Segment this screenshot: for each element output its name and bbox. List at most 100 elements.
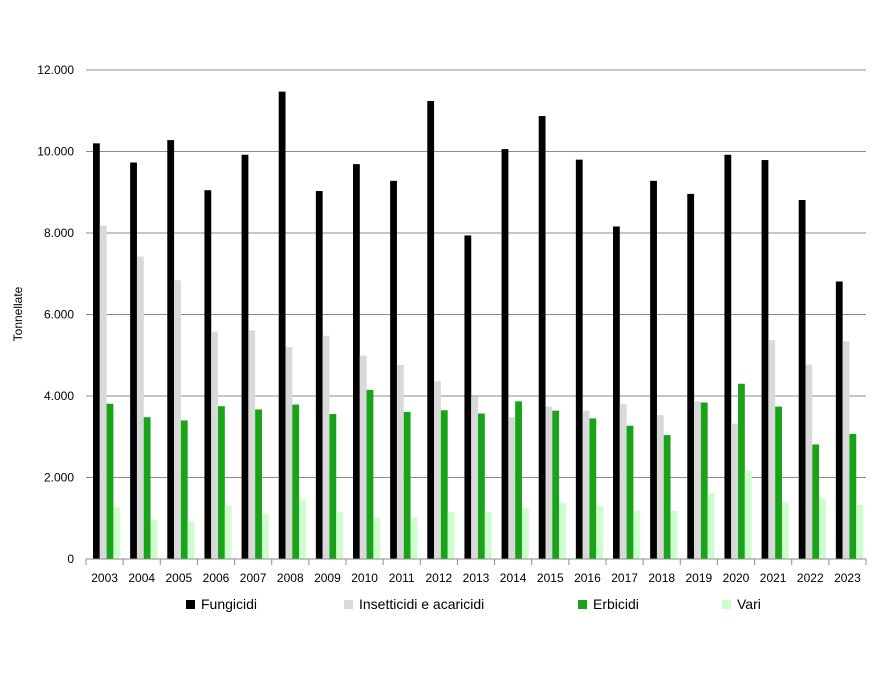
legend-swatch: [344, 599, 353, 609]
y-tick-label: 8.000: [44, 226, 74, 240]
y-tick-label: 2.000: [44, 471, 74, 485]
bar-insetticidi-e-acaricidi-2022: [805, 364, 813, 559]
bar-insetticidi-e-acaricidi-2016: [582, 410, 590, 559]
x-tick-label: 2022: [797, 571, 824, 585]
x-tick-label: 2003: [91, 571, 118, 585]
x-tick-label: 2006: [203, 571, 230, 585]
legend-item-vari: Vari: [722, 596, 761, 612]
bar-insetticidi-e-acaricidi-2005: [174, 280, 181, 559]
bar-insetticidi-e-acaricidi-2017: [619, 404, 627, 559]
bar-fungicidi-2012: [427, 100, 435, 559]
bar-erbicidi-2021: [775, 406, 782, 559]
bar-insetticidi-e-acaricidi-2010: [359, 355, 367, 559]
legend-label: Insetticidi e acaricidi: [359, 596, 485, 612]
bar-erbicidi-2023: [849, 433, 857, 559]
bar-fungicidi-2008: [278, 91, 286, 559]
bar-vari-2005: [187, 521, 195, 559]
bar-erbicidi-2012: [440, 410, 448, 559]
y-tick-label: 4.000: [44, 389, 74, 403]
bar-insetticidi-e-acaricidi-2006: [211, 331, 219, 559]
legend: Fungicidi Insetticidi e acaricidi Erbicidi…: [0, 596, 882, 618]
bar-vari-2006: [224, 505, 232, 559]
x-tick-label: 2011: [389, 571, 415, 585]
bar-fungicidi-2009: [315, 191, 323, 559]
bar-insetticidi-e-acaricidi-2014: [508, 417, 516, 559]
bar-insetticidi-e-acaricidi-2019: [694, 401, 701, 559]
legend-swatch: [186, 599, 195, 609]
bar-vari-2016: [596, 506, 604, 559]
bar-erbicidi-2022: [812, 444, 820, 559]
bar-vari-2009: [336, 512, 344, 559]
bar-erbicidi-2016: [589, 418, 597, 559]
bar-insetticidi-e-acaricidi-2009: [322, 335, 330, 559]
x-tick-label: 2020: [723, 571, 750, 585]
bar-fungicidi-2010: [353, 164, 360, 559]
bar-vari-2022: [819, 499, 826, 559]
bar-insetticidi-e-acaricidi-2011: [396, 365, 404, 559]
bar-fungicidi-2017: [613, 226, 620, 560]
bar-fungicidi-2015: [538, 116, 546, 560]
legend-item-fungicidi: Fungicidi: [186, 596, 257, 612]
bar-erbicidi-2006: [218, 406, 225, 559]
bar-fungicidi-2004: [130, 162, 137, 559]
x-tick-label: 2013: [463, 571, 490, 585]
bar-insetticidi-e-acaricidi-2023: [842, 341, 850, 559]
bar-vari-2011: [410, 517, 418, 559]
y-tick-label: 0: [67, 552, 74, 566]
x-tick-label: 2019: [686, 571, 713, 585]
bar-fungicidi-2014: [501, 149, 509, 559]
bar-insetticidi-e-acaricidi-2015: [545, 406, 553, 559]
bar-vari-2021: [781, 502, 789, 559]
legend-swatch: [578, 599, 587, 609]
bar-fungicidi-2022: [798, 199, 806, 559]
bar-vari-2017: [633, 510, 641, 559]
axes: [85, 558, 867, 565]
x-tick-label: 2015: [537, 571, 564, 585]
bar-fungicidi-2005: [167, 140, 175, 559]
bar-erbicidi-2019: [700, 402, 708, 559]
x-tick-label: 2005: [166, 571, 193, 585]
bar-vari-2007: [261, 514, 269, 559]
legend-item-erbicidi: Erbicidi: [578, 596, 639, 612]
bar-fungicidi-2006: [204, 190, 212, 559]
bar-erbicidi-2009: [329, 413, 337, 559]
bar-vari-2020: [744, 470, 752, 559]
bar-insetticidi-e-acaricidi-2013: [471, 396, 479, 559]
bar-fungicidi-2023: [835, 281, 843, 559]
bar-erbicidi-2003: [106, 403, 114, 559]
y-tick-labels: 0 2.000 4.000 6.000 8.000 10.000 12.000: [37, 63, 74, 566]
bar-vari-2018: [670, 510, 678, 559]
bar-fungicidi-2016: [575, 159, 583, 559]
bar-erbicidi-2008: [292, 404, 300, 559]
x-tick-label: 2009: [314, 571, 341, 585]
bar-vari-2010: [373, 517, 381, 559]
bar-vari-2023: [856, 504, 864, 559]
y-tick-label: 6.000: [44, 308, 74, 322]
x-tick-label: 2008: [277, 571, 304, 585]
bar-vari-2019: [707, 492, 715, 559]
bar-vari-2013: [484, 511, 492, 559]
bar-erbicidi-2020: [738, 383, 745, 559]
x-tick-label: 2004: [128, 571, 155, 585]
y-tick-label: 12.000: [37, 63, 74, 77]
x-tick-label: 2012: [426, 571, 453, 585]
legend-label: Erbicidi: [593, 596, 639, 612]
bar-fungicidi-2019: [687, 193, 695, 559]
bar-erbicidi-2017: [626, 425, 634, 559]
bar-vari-2008: [299, 499, 306, 559]
bar-fungicidi-2011: [390, 180, 397, 559]
legend-swatch: [722, 599, 731, 609]
bar-vari-2012: [447, 512, 455, 559]
x-tick-label: 2016: [574, 571, 601, 585]
bar-vari-2015: [559, 503, 566, 559]
x-tick-label: 2010: [351, 571, 378, 585]
x-tick-label: 2014: [500, 571, 527, 585]
bar-insetticidi-e-acaricidi-2004: [136, 256, 144, 559]
bar-vari-2003: [113, 507, 121, 559]
x-tick-label: 2021: [760, 571, 787, 585]
bar-erbicidi-2013: [478, 413, 485, 559]
y-axis-title: Tonnellate: [11, 286, 25, 341]
bar-erbicidi-2004: [143, 417, 151, 559]
bar-fungicidi-2018: [650, 180, 657, 559]
